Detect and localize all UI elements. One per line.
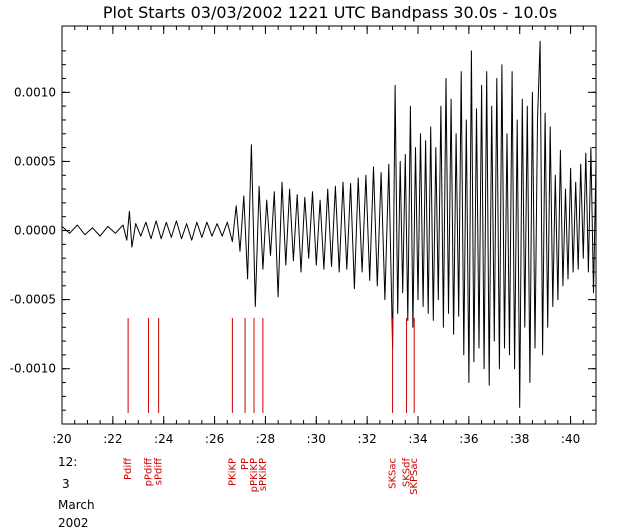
seismogram-trace xyxy=(61,40,597,408)
x-tick-label: :22 xyxy=(103,432,122,446)
phase-label: sPdiff xyxy=(154,457,165,485)
x-axis: :20 :22 :24 :26 :28 :30 :32 :34 :36 :38 :40 xyxy=(52,26,597,446)
date-label-year: 2002 xyxy=(58,516,89,529)
phase-label: PKiKP xyxy=(227,458,238,486)
y-tick-label: 0.0005 xyxy=(14,154,56,168)
date-labels: 12: 3 March 2002 xyxy=(58,455,95,529)
x-tick-label: :20 xyxy=(52,432,71,446)
phase-label: SKPSac xyxy=(409,458,420,495)
date-label-day: 3 xyxy=(62,477,70,491)
x-tick-label: :34 xyxy=(408,432,427,446)
y-tick-label: -0.0005 xyxy=(10,293,56,307)
x-tick-label: :30 xyxy=(307,432,326,446)
x-tick-label: :24 xyxy=(154,432,173,446)
phase-label: pPdiff xyxy=(143,457,154,487)
x-tick-label: :26 xyxy=(205,432,224,446)
y-tick-label: 0.0000 xyxy=(14,224,56,238)
y-tick-label: -0.0010 xyxy=(10,362,56,376)
chart-title: Plot Starts 03/03/2002 1221 UTC Bandpass… xyxy=(103,3,557,22)
phase-label: pPKiKP xyxy=(249,458,260,492)
series-layer xyxy=(61,40,597,408)
date-label-month: March xyxy=(58,498,95,512)
phase-label: SKSac xyxy=(388,458,399,489)
y-tick-label: 0.0010 xyxy=(14,85,56,99)
phase-label: Pdiff xyxy=(123,457,134,480)
x-tick-label: :28 xyxy=(256,432,275,446)
x-tick-label: :32 xyxy=(357,432,376,446)
x-tick-label: :38 xyxy=(510,432,529,446)
y-axis: 0.0010 0.0005 0.0000 -0.0005 -0.0010 xyxy=(10,50,596,411)
x-tick-label: :40 xyxy=(561,432,580,446)
date-label-hour: 12: xyxy=(58,455,77,469)
phase-label: PP xyxy=(240,458,251,470)
x-tick-label: :36 xyxy=(459,432,478,446)
phase-label: sPKiKP xyxy=(258,458,269,491)
phase-label: SKSdf xyxy=(402,458,413,488)
